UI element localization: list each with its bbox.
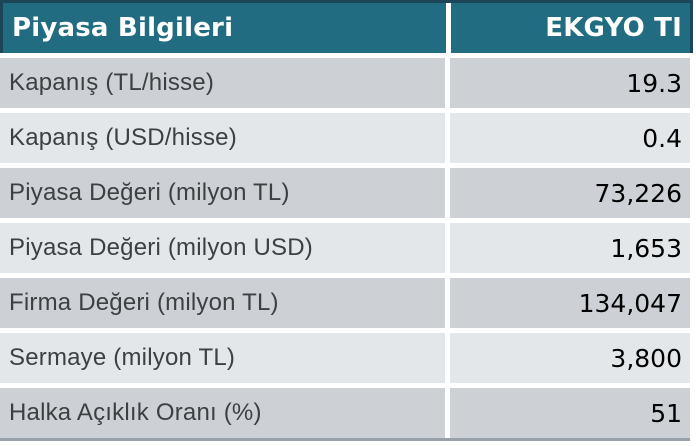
column-divider xyxy=(445,333,450,383)
row-label: Firma Değeri (milyon TL) xyxy=(0,278,445,328)
table-header-row: Piyasa Bilgileri EKGYO TI xyxy=(0,0,693,53)
row-value: 73,226 xyxy=(450,168,690,218)
row-label: Piyasa Değeri (milyon USD) xyxy=(0,223,445,273)
table-title: Piyasa Bilgileri xyxy=(3,3,446,53)
row-value: 3,800 xyxy=(450,333,690,383)
row-label: Sermaye (milyon TL) xyxy=(0,333,445,383)
column-divider xyxy=(445,223,450,273)
table-row: Piyasa Değeri (milyon TL) 73,226 xyxy=(0,168,690,218)
column-divider xyxy=(446,3,451,53)
table-row: Sermaye (milyon TL) 3,800 xyxy=(0,333,690,383)
row-label: Kapanış (USD/hisse) xyxy=(0,113,445,163)
row-label: Piyasa Değeri (milyon TL) xyxy=(0,168,445,218)
column-divider xyxy=(445,168,450,218)
row-value: 1,653 xyxy=(450,223,690,273)
table-row: Kapanış (TL/hisse) 19.3 xyxy=(0,58,690,108)
row-value: 0.4 xyxy=(450,113,690,163)
row-value: 19.3 xyxy=(450,58,690,108)
table-row: Firma Değeri (milyon TL) 134,047 xyxy=(0,278,690,328)
row-value: 134,047 xyxy=(450,278,690,328)
table-row: Halka Açıklık Oranı (%) 51 xyxy=(0,388,690,438)
row-value: 51 xyxy=(450,388,690,438)
table-bottom-border xyxy=(0,438,690,441)
table-row: Kapanış (USD/hisse) 0.4 xyxy=(0,113,690,163)
row-label: Halka Açıklık Oranı (%) xyxy=(0,388,445,438)
ticker-label: EKGYO TI xyxy=(451,3,690,53)
column-divider xyxy=(445,388,450,438)
column-divider xyxy=(445,58,450,108)
row-label: Kapanış (TL/hisse) xyxy=(0,58,445,108)
table-row: Piyasa Değeri (milyon USD) 1,653 xyxy=(0,223,690,273)
column-divider xyxy=(445,113,450,163)
column-divider xyxy=(445,278,450,328)
